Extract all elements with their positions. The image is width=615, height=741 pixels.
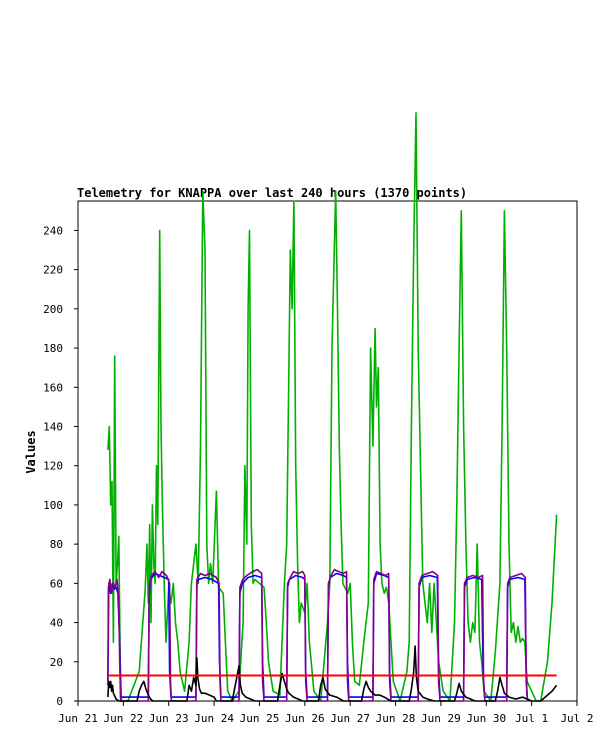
y-tick-label: 40 (50, 617, 63, 630)
y-tick-label: 100 (43, 499, 63, 512)
y-axis-label: Values (24, 430, 38, 473)
series-line-2 (107, 568, 529, 702)
y-tick-label: 120 (43, 460, 63, 473)
x-tick-label: Jun 30 (466, 712, 506, 725)
x-tick-label: Jun 27 (330, 712, 370, 725)
y-tick-label: 220 (43, 264, 63, 277)
y-tick-label: 0 (56, 695, 63, 708)
series-line-3 (107, 645, 558, 702)
x-axis: Jun 21 Jun 22 Jun 23 Jun 24 Jun 25 Jun 26 Jun … (58, 701, 594, 725)
y-tick-label: 180 (43, 342, 63, 355)
y-tick-label: 140 (43, 420, 63, 433)
x-tick-label: Jun 23 (149, 712, 189, 725)
y-axis: 0 20 40 60 80 100 120 140 160 180 200 220 240 (43, 224, 78, 708)
y-tick-label: 240 (43, 224, 63, 237)
x-tick-label: Jun 26 (285, 712, 325, 725)
x-tick-label: Jun 29 (421, 712, 461, 725)
chart-title: Telemetry for KNAPPA over last 240 hours… (77, 186, 467, 200)
x-tick-label: Jun 28 (376, 712, 416, 725)
series-line-0 (107, 112, 558, 702)
x-tick-label: Jun 25 (240, 712, 280, 725)
y-tick-label: 60 (50, 577, 63, 590)
x-tick-label: Jun 22 (103, 712, 143, 725)
y-tick-label: 20 (50, 656, 63, 669)
y-tick-label: 80 (50, 538, 63, 551)
y-tick-label: 160 (43, 381, 63, 394)
x-tick-label: Jun 21 (58, 712, 98, 725)
x-tick-label: Jul 1 (515, 712, 548, 725)
x-tick-label: Jun 24 (194, 712, 234, 725)
series-layer (107, 112, 558, 702)
y-tick-label: 200 (43, 303, 63, 316)
x-tick-label: Jul 2 (560, 712, 593, 725)
